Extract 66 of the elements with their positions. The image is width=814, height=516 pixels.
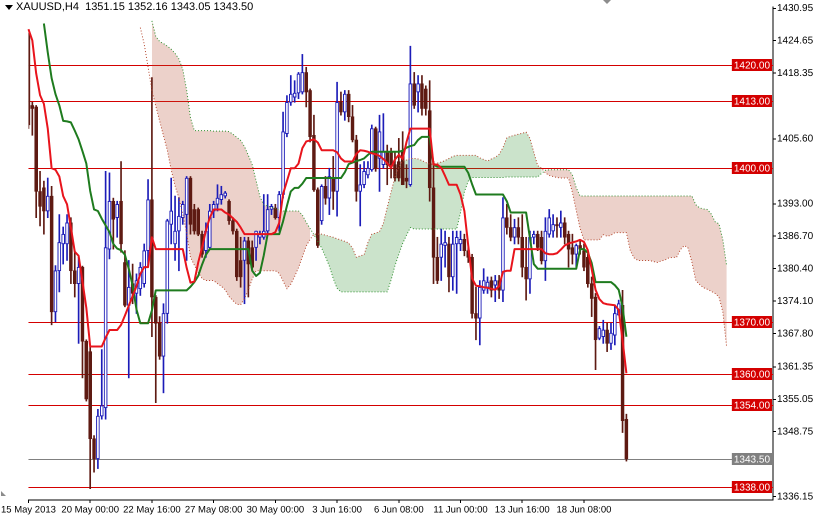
x-tick-label: 22 May 16:00 xyxy=(123,504,181,516)
y-tick-label: 1405.60 xyxy=(777,134,814,145)
candlestick xyxy=(188,176,192,235)
candlestick xyxy=(558,210,563,238)
ref-line-label: 1343.50 xyxy=(734,454,770,466)
candlestick xyxy=(555,217,559,238)
candlestick xyxy=(450,230,455,291)
ref-line-label: 1354.00 xyxy=(734,400,770,412)
y-tick-label: 1367.80 xyxy=(777,328,814,340)
candlestick xyxy=(454,230,458,294)
x-tick-label: 6 Jun 08:00 xyxy=(374,504,424,516)
candlestick xyxy=(335,82,339,216)
candlestick xyxy=(458,230,462,251)
candlestick xyxy=(46,178,50,218)
candlestick xyxy=(540,230,544,264)
candlestick xyxy=(420,75,424,116)
x-tick-label: 18 Jun 08:00 xyxy=(556,504,612,516)
y-tick-label: 1380.40 xyxy=(777,263,814,274)
y-tick-label: 1393.00 xyxy=(777,198,814,210)
ref-line-label: 1413.00 xyxy=(734,96,770,108)
ref-line-label: 1370.00 xyxy=(734,317,770,328)
chart-title: XAUUSD,H4 1351.15 1352.16 1343.05 1343.50 xyxy=(16,1,254,14)
y-tick-label: 1424.65 xyxy=(777,35,814,46)
candlestick xyxy=(342,90,347,121)
candlestick xyxy=(493,275,498,302)
candlestick xyxy=(242,236,246,304)
y-tick-label: 1355.05 xyxy=(777,394,814,406)
x-tick-label: 15 May 2013 xyxy=(0,504,56,516)
x-tick-label: 3 Jun 16:00 xyxy=(312,504,362,516)
candlestick xyxy=(65,214,69,261)
y-tick-label: 1430.95 xyxy=(777,3,814,14)
ref-line-label: 1400.00 xyxy=(734,163,770,174)
y-tick-label: 1374.10 xyxy=(777,296,814,307)
x-tick-label: 13 Jun 16:00 xyxy=(494,504,550,516)
candlestick xyxy=(416,75,420,112)
y-tick-label: 1418.35 xyxy=(777,68,814,79)
y-tick-label: 1361.35 xyxy=(777,362,814,373)
candlestick xyxy=(320,184,324,225)
candlestick xyxy=(570,234,574,264)
x-tick-label: 11 Jun 00:00 xyxy=(433,504,488,516)
y-tick-label: 1348.75 xyxy=(777,426,814,438)
candlestick xyxy=(50,186,54,326)
candlestick xyxy=(123,250,127,308)
candlestick xyxy=(177,197,181,272)
y-tick-label: 1386.70 xyxy=(777,230,814,242)
line-series xyxy=(151,20,728,292)
y-tick-label: 1336.15 xyxy=(777,491,814,502)
candlestick xyxy=(447,236,451,292)
candlestick xyxy=(358,164,362,226)
candlestick xyxy=(115,200,120,238)
x-tick-label: 27 May 08:00 xyxy=(184,504,242,516)
candlestick xyxy=(512,218,516,244)
candlestick xyxy=(119,161,123,253)
candlestick xyxy=(605,322,609,352)
candlestick xyxy=(184,176,188,261)
ref-line-label: 1420.00 xyxy=(734,60,770,72)
candlestick xyxy=(331,156,336,210)
candlestick xyxy=(551,214,555,238)
x-tick-label: 30 May 00:00 xyxy=(246,504,304,516)
ref-line-label: 1338.00 xyxy=(734,482,770,494)
candlestick xyxy=(601,320,606,344)
candlestick xyxy=(439,228,444,281)
x-tick-label: 20 May 00:00 xyxy=(61,504,119,516)
candlestick xyxy=(501,197,505,302)
ref-line-label: 1360.00 xyxy=(734,369,770,380)
candlestick xyxy=(574,244,578,268)
